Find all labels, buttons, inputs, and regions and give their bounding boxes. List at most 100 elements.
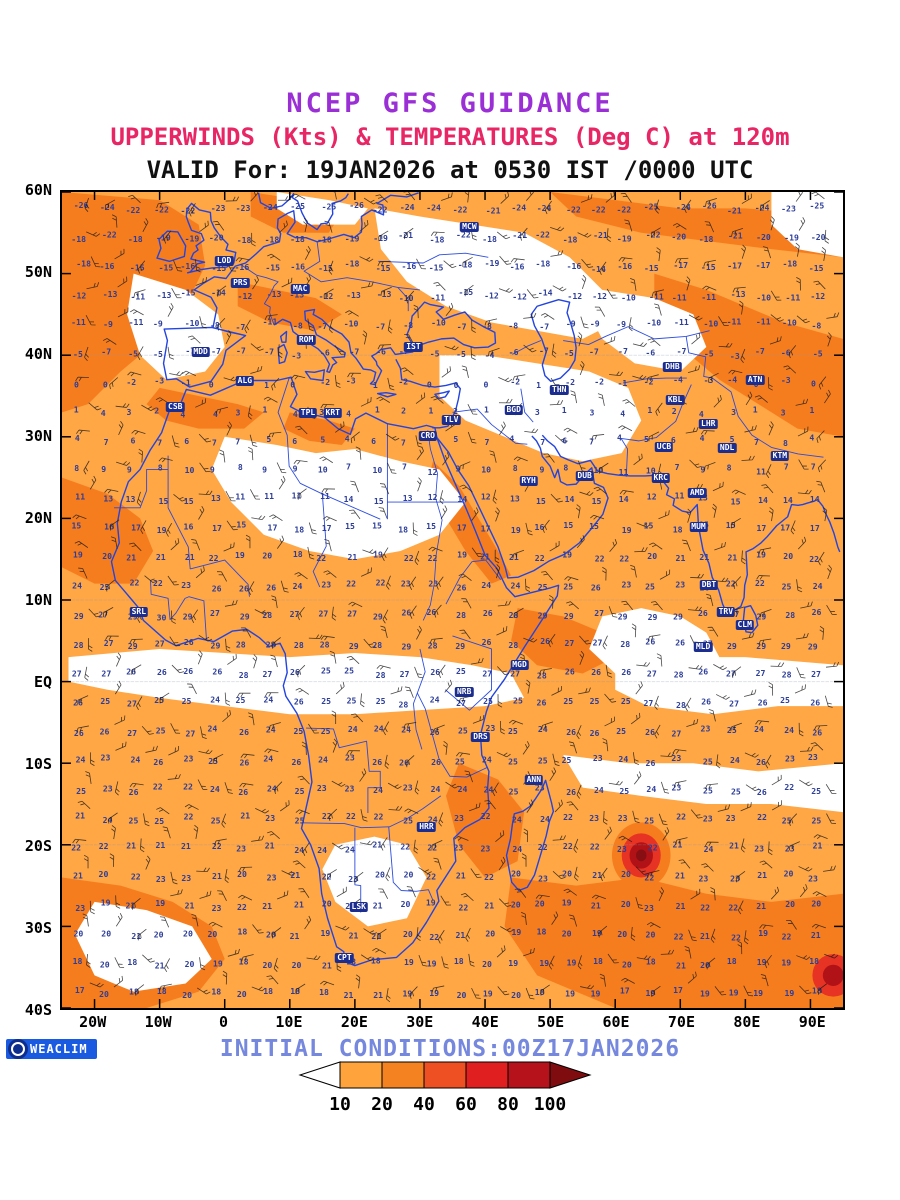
station-label-lod: LOD [214,256,234,267]
svg-text:25: 25 [295,816,305,826]
svg-text:22: 22 [153,781,163,791]
svg-text:22: 22 [644,872,654,882]
svg-text:26: 26 [430,727,440,737]
svg-text:28: 28 [262,610,272,620]
svg-text:26: 26 [810,698,820,708]
svg-text:26: 26 [698,608,708,618]
svg-text:-9: -9 [153,319,163,329]
station-label-tpl: TPL [298,408,318,419]
svg-text:26: 26 [427,607,437,617]
svg-text:22: 22 [538,842,548,852]
svg-text:27: 27 [594,608,604,618]
svg-text:19: 19 [73,550,83,560]
svg-text:26: 26 [212,583,222,593]
svg-text:-9: -9 [566,319,576,329]
svg-text:19: 19 [784,988,794,998]
station-label-ann: ANN [524,774,544,785]
svg-text:26: 26 [238,787,248,797]
svg-text:21: 21 [480,552,490,562]
svg-text:19: 19 [483,988,493,998]
svg-text:12: 12 [481,492,491,502]
svg-text:4: 4 [293,409,298,419]
svg-text:28: 28 [320,640,330,650]
svg-text:0: 0 [427,379,432,389]
svg-text:18: 18 [593,956,603,966]
svg-text:11: 11 [75,491,85,501]
svg-text:26: 26 [698,666,708,676]
svg-text:-18: -18 [563,235,578,245]
svg-text:1: 1 [536,380,541,390]
svg-text:-23: -23 [211,203,226,213]
svg-text:22: 22 [563,812,573,822]
svg-text:26: 26 [153,757,163,767]
svg-text:25: 25 [293,726,303,736]
svg-text:27: 27 [210,608,220,618]
svg-text:-11: -11 [129,317,144,327]
svg-text:20: 20 [292,960,302,970]
svg-text:17: 17 [322,523,332,533]
svg-text:-18: -18 [317,235,332,245]
svg-text:20: 20 [785,899,795,909]
svg-text:27: 27 [671,729,681,739]
svg-text:-3: -3 [154,375,164,385]
svg-text:-16: -16 [510,262,525,272]
svg-text:26: 26 [566,787,576,797]
svg-text:26: 26 [74,728,84,738]
svg-text:-26: -26 [349,200,364,210]
svg-text:-11: -11 [649,292,664,302]
svg-text:21: 21 [673,840,683,850]
svg-text:-19: -19 [485,258,500,268]
svg-text:26: 26 [566,727,576,737]
svg-text:-14: -14 [211,288,226,298]
svg-text:-24: -24 [100,202,115,212]
svg-text:28: 28 [620,639,630,649]
svg-text:40: 40 [413,1094,435,1114]
svg-text:-5: -5 [704,348,714,358]
svg-text:-11: -11 [786,292,801,302]
svg-text:22: 22 [726,578,736,588]
svg-text:21: 21 [348,552,358,562]
svg-text:18: 18 [293,549,303,559]
svg-text:22: 22 [376,578,386,588]
svg-text:28: 28 [674,670,684,680]
svg-text:19: 19 [622,525,632,535]
svg-text:23: 23 [212,903,222,913]
svg-text:22: 22 [484,872,494,882]
svg-text:25: 25 [703,756,713,766]
svg-text:17: 17 [268,523,278,533]
svg-text:20: 20 [511,900,521,910]
lat-tick-label: EQ [33,673,52,691]
svg-text:-6: -6 [645,348,655,358]
svg-text:17: 17 [481,523,491,533]
svg-text:29: 29 [757,611,767,621]
svg-text:-23: -23 [781,204,796,214]
svg-text:21: 21 [676,901,686,911]
svg-text:-20: -20 [756,232,771,242]
svg-text:22: 22 [731,932,741,942]
svg-text:26: 26 [290,667,300,677]
svg-text:21: 21 [509,552,519,562]
svg-text:4: 4 [346,408,351,418]
map-canvas: -26 -18 -18 -12 -11 -5 0 1 4 8 11 15 19 24 29 28 27 26 26 2… [60,190,845,1010]
svg-text:-15: -15 [318,263,333,273]
station-label-ktm: KTM [770,450,790,461]
svg-text:3: 3 [781,407,786,417]
svg-text:21: 21 [181,841,191,851]
svg-text:-25: -25 [290,201,305,211]
svg-text:29: 29 [564,611,574,621]
svg-text:19: 19 [213,958,223,968]
station-label-csb: CSB [166,402,185,413]
svg-text:22: 22 [153,578,163,588]
svg-text:29: 29 [727,641,737,651]
svg-text:22: 22 [99,841,109,851]
svg-text:23: 23 [480,844,490,854]
svg-text:24: 24 [594,785,604,795]
svg-text:2: 2 [154,406,159,416]
svg-text:23: 23 [345,784,355,794]
svg-text:-15: -15 [701,262,716,272]
svg-text:19: 19 [700,988,710,998]
svg-text:15: 15 [184,496,194,506]
svg-text:25: 25 [100,696,110,706]
svg-text:-20: -20 [671,231,686,241]
svg-text:25: 25 [129,815,139,825]
